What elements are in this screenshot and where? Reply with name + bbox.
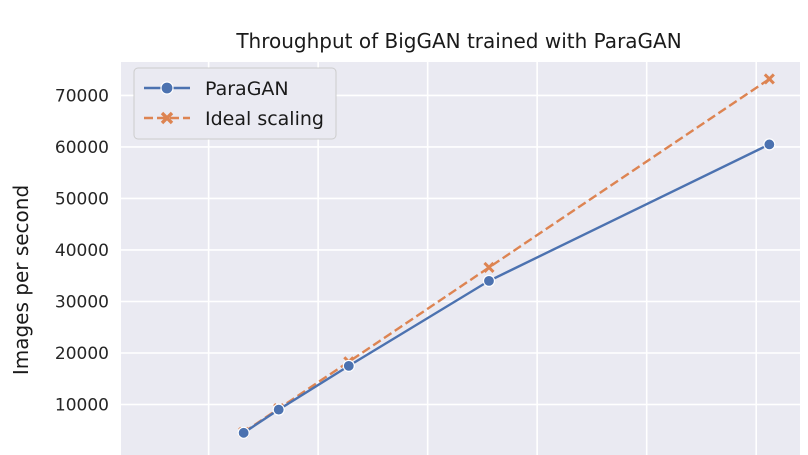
- data-point: [483, 261, 495, 274]
- data-point: [763, 138, 776, 151]
- legend-label: ParaGAN: [205, 78, 289, 100]
- y-tick-label: 30000: [55, 292, 109, 312]
- grid: [121, 62, 800, 455]
- data-point: [763, 73, 775, 85]
- legend: ParaGAN Ideal scaling: [133, 67, 337, 140]
- y-ticks: 10000 20000 30000 40000 50000 60000 70000: [55, 86, 109, 415]
- series-layer: [237, 73, 776, 439]
- legend-box: [133, 67, 337, 140]
- data-point: [482, 274, 496, 287]
- y-tick-label: 10000: [55, 395, 109, 415]
- data-point: [342, 359, 355, 372]
- data-point: [237, 426, 250, 439]
- legend-marker: [160, 81, 174, 95]
- y-tick-label: 50000: [55, 189, 109, 209]
- y-axis-label: Images per second: [9, 185, 33, 375]
- legend-marker: [160, 111, 174, 125]
- y-tick-label: 40000: [55, 241, 109, 261]
- data-point: [272, 403, 285, 416]
- chart-title: Throughput of BigGAN trained with ParaGA…: [235, 29, 681, 53]
- y-tick-label: 20000: [55, 344, 109, 364]
- y-tick-label: 60000: [55, 138, 109, 158]
- y-tick-label: 70000: [55, 86, 109, 106]
- legend-label: Ideal scaling: [205, 108, 324, 130]
